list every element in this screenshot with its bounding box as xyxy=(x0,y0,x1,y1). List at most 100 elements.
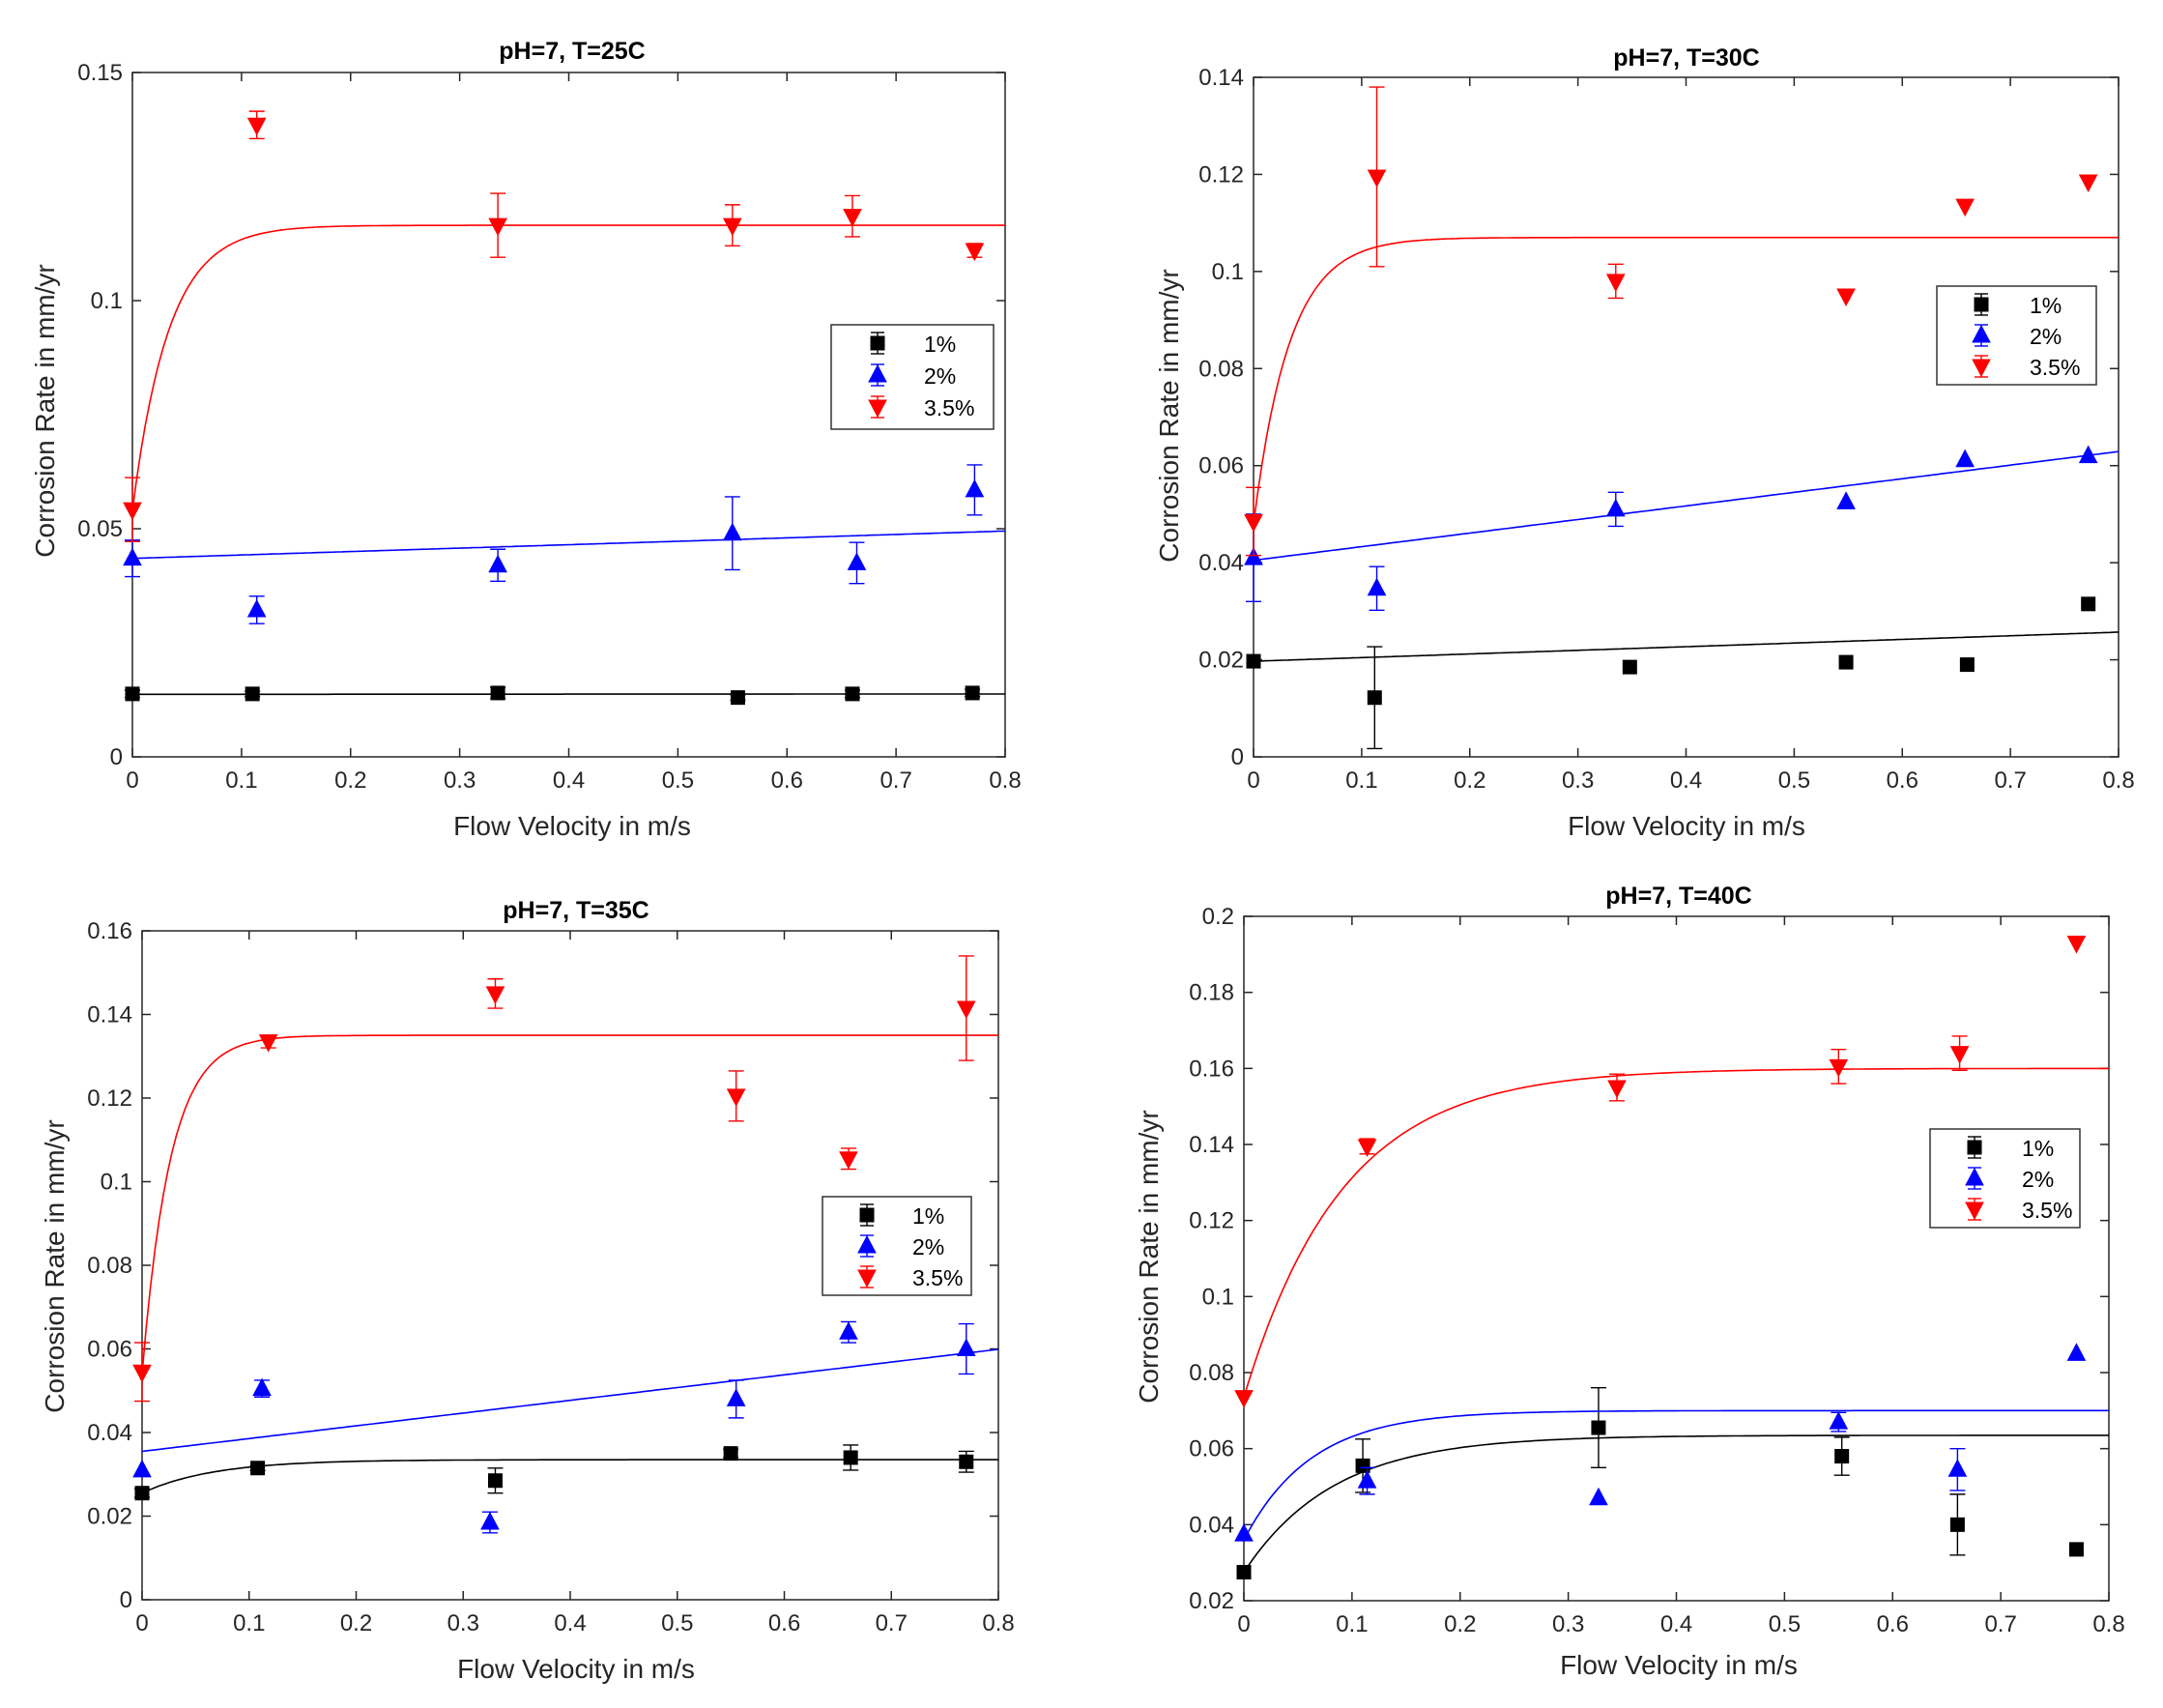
data-point xyxy=(1838,654,1854,670)
data-point xyxy=(722,217,742,237)
legend-marker xyxy=(859,1207,875,1223)
x-tick-label: 0.5 xyxy=(1769,1611,1801,1637)
y-tick-label: 0.08 xyxy=(1189,1360,1234,1386)
x-tick-label: 0.2 xyxy=(334,767,366,794)
axes-box xyxy=(1243,915,2110,1602)
chart-panel-t40: pH=7, T=40C Flow Velocity in m/s Corrosi… xyxy=(1134,883,2081,1680)
legend-label-3-5pct: 3.5% xyxy=(2030,355,2080,380)
data-point xyxy=(1355,1458,1370,1473)
legend-label-1pct: 1% xyxy=(924,332,956,357)
data-point xyxy=(132,1364,152,1383)
data-point xyxy=(1236,1565,1252,1579)
data-point xyxy=(1605,274,1626,292)
y-tick-label: 0.02 xyxy=(1198,648,1244,674)
data-point xyxy=(488,217,507,237)
data-point xyxy=(722,522,742,541)
x-tick-label: 0.8 xyxy=(982,1610,1014,1636)
legend-marker xyxy=(1972,324,1991,343)
y-tick-label: 0.18 xyxy=(1189,980,1234,1006)
fit-curve xyxy=(132,530,1005,560)
series-2pct xyxy=(1244,445,2119,612)
legend-label-2pct: 2% xyxy=(2030,324,2062,349)
y-tick-label: 0.06 xyxy=(87,1337,132,1363)
x-tick-label: 0.1 xyxy=(233,1610,265,1636)
data-point xyxy=(1829,1058,1849,1078)
chart-panel-t30: pH=7, T=30C Flow Velocity in m/s Corrosi… xyxy=(1154,44,2097,841)
fit-curve xyxy=(1254,450,2119,562)
data-point xyxy=(134,1486,150,1501)
data-point xyxy=(123,502,142,521)
legend-label-3-5pct: 3.5% xyxy=(924,395,974,420)
x-tick-label: 0.8 xyxy=(2102,767,2134,794)
data-point xyxy=(959,1454,974,1469)
data-point xyxy=(1947,1459,1968,1477)
data-point xyxy=(1234,1523,1254,1542)
legend: 1% 2% 3.5% xyxy=(822,1196,972,1296)
data-point xyxy=(965,685,980,701)
series-2pct xyxy=(1234,1343,2109,1542)
x-tick-label: 0.3 xyxy=(1552,1611,1584,1637)
y-tick-label: 0.14 xyxy=(87,1002,132,1028)
legend-marker xyxy=(1974,297,1989,312)
data-point xyxy=(1605,498,1626,517)
plot-area-3: 0 0.1 0.2 0.3 0.4 0.5 0.6 0.7 0.8 0.02 0.04 0.06 0.0… xyxy=(1189,904,2124,1637)
x-tick-label: 0.7 xyxy=(1984,1611,2016,1637)
legend-marker xyxy=(857,1234,877,1254)
series-1pct xyxy=(134,1444,998,1501)
x-tick-label: 0.3 xyxy=(444,767,476,794)
legend-label-2pct: 2% xyxy=(912,1234,944,1259)
legend: 1% 2% 3.5% xyxy=(830,324,995,430)
x-tick-label: 0.8 xyxy=(2092,1611,2124,1637)
data-point xyxy=(488,554,507,573)
legend-marker xyxy=(1965,1167,1984,1186)
y-tick-label: 0.08 xyxy=(87,1253,132,1279)
legend-marker xyxy=(1965,1201,1984,1221)
data-point xyxy=(1836,288,1856,307)
data-point xyxy=(1367,690,1382,706)
data-point xyxy=(246,117,267,136)
y-tick-label: 0.1 xyxy=(1212,259,1244,285)
x-tick-label: 0.6 xyxy=(1887,767,1918,794)
x-tick-label: 0.2 xyxy=(1444,1611,1476,1637)
series-3-5pct xyxy=(1234,936,2109,1408)
y-tick-label: 0.15 xyxy=(77,60,123,86)
y-tick-label: 0.14 xyxy=(1189,1132,1234,1158)
legend-box xyxy=(822,1196,972,1296)
x-axis-label: Flow Velocity in m/s xyxy=(1568,811,1805,841)
y-tick-label: 0.1 xyxy=(1202,1284,1234,1310)
data-point xyxy=(1622,659,1637,675)
y-tick-label: 0 xyxy=(110,744,123,770)
data-point xyxy=(730,690,745,706)
legend-box xyxy=(830,324,995,430)
fit-curve xyxy=(1244,1434,2109,1573)
chart-title: pH=7, T=40C xyxy=(1605,883,1751,910)
fit-curve xyxy=(142,1459,998,1494)
data-point xyxy=(1357,1470,1377,1489)
data-point xyxy=(485,986,505,1004)
x-tick-label: 0.3 xyxy=(447,1610,479,1636)
x-tick-label: 0.4 xyxy=(553,767,585,794)
chart-title: pH=7, T=30C xyxy=(1613,44,1759,72)
x-axis-label: Flow Velocity in m/s xyxy=(1560,1650,1798,1680)
series-1pct xyxy=(1236,1387,2109,1579)
data-point xyxy=(2081,596,2096,612)
plot-area-2: 0 0.1 0.2 0.3 0.4 0.5 0.6 0.7 0.8 0 0.02 0.04 0.06 0.… xyxy=(87,918,1014,1636)
legend-marker xyxy=(870,335,885,351)
y-tick-label: 0.12 xyxy=(1189,1208,1234,1234)
legend-box xyxy=(1929,1128,2081,1229)
legend-label-1pct: 1% xyxy=(2030,293,2062,318)
data-point xyxy=(1367,169,1387,188)
data-point xyxy=(839,1151,858,1170)
plot-area-0: 0 0.1 0.2 0.3 0.4 0.5 0.6 0.7 0.8 0 0.05 0.1 0.15 xyxy=(77,60,1021,794)
x-tick-label: 0.2 xyxy=(340,1610,372,1636)
data-point xyxy=(1949,1046,1970,1064)
chart-title: pH=7, T=25C xyxy=(499,38,645,65)
x-tick-label: 0.6 xyxy=(768,1610,800,1636)
data-point xyxy=(246,598,267,618)
legend-label-1pct: 1% xyxy=(2022,1136,2054,1161)
data-point xyxy=(956,1338,976,1356)
legend-marker xyxy=(1972,359,1991,378)
fit-curve xyxy=(1254,631,2119,662)
data-point xyxy=(1949,1517,1965,1532)
